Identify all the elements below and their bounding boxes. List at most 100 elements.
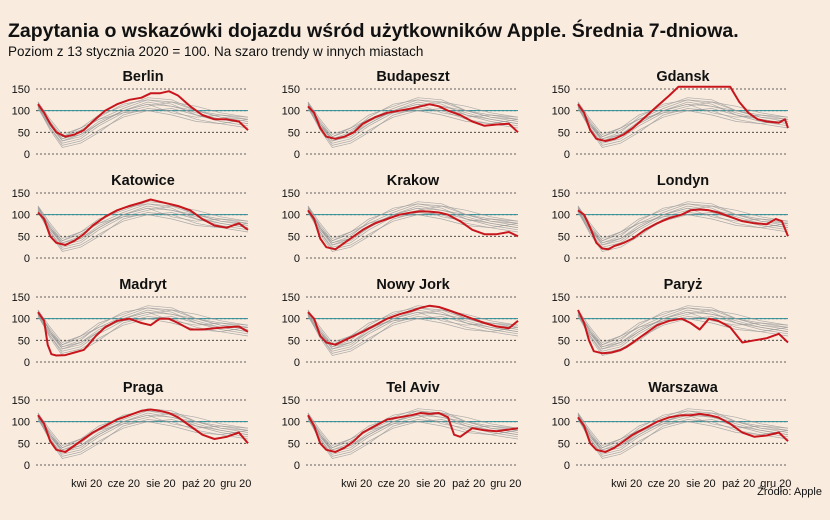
x-tick-label: gru 20 (220, 478, 251, 490)
y-tick-label: 50 (18, 335, 30, 347)
other-city-line (37, 410, 249, 449)
y-tick-label: 50 (288, 127, 300, 139)
other-city-line (577, 103, 789, 140)
y-tick-label: 100 (282, 417, 300, 429)
y-tick-label: 100 (12, 210, 30, 222)
other-city-line (307, 211, 519, 252)
other-city-line (307, 99, 519, 138)
other-city-line (37, 107, 249, 148)
other-city-line (37, 201, 249, 239)
city-line (307, 103, 519, 140)
y-tick-label: 150 (552, 395, 570, 407)
y-tick-label: 0 (24, 460, 30, 472)
x-tick-label: gru 20 (490, 478, 521, 490)
panel-londyn: Londyn 0 50 100 150 (552, 173, 789, 265)
panel-title: Katowice (111, 173, 175, 189)
other-city-line (577, 208, 789, 242)
panel-gdansk: Gdansk 0 50 100 150 (552, 69, 789, 161)
panel-title: Nowy Jork (376, 277, 450, 293)
y-tick-label: 0 (564, 460, 570, 472)
other-city-line (307, 312, 519, 346)
other-city-line (37, 418, 249, 459)
other-city-line (37, 414, 249, 451)
other-city-line (307, 201, 519, 239)
y-tick-label: 50 (558, 335, 570, 347)
y-tick-label: 100 (12, 417, 30, 429)
panel-krakow: Krakow 0 50 100 150 (282, 173, 519, 265)
panel-title: Londyn (657, 173, 709, 189)
panel-title: Paryż (664, 277, 703, 293)
y-tick-label: 150 (12, 188, 30, 200)
panel-title: Budapeszt (376, 69, 449, 85)
x-tick-label: sie 20 (686, 478, 715, 490)
city-line (577, 208, 789, 251)
panel-title: Praga (123, 380, 164, 396)
y-tick-label: 150 (552, 84, 570, 96)
y-tick-label: 50 (288, 335, 300, 347)
other-city-line (307, 408, 519, 446)
y-tick-label: 0 (24, 253, 30, 265)
other-city-line (307, 207, 519, 244)
other-city-line (577, 418, 789, 459)
panel-tel-aviv: Tel Aviv 0 50 100 150 kwi 20 cze 20 sie 20 paź 2… (282, 380, 522, 490)
y-tick-label: 50 (288, 438, 300, 450)
other-city-line (577, 207, 789, 244)
y-tick-label: 50 (288, 231, 300, 243)
other-city-line (37, 307, 249, 346)
y-tick-label: 50 (18, 438, 30, 450)
city-line (577, 412, 789, 453)
y-tick-label: 0 (294, 460, 300, 472)
other-city-line (577, 410, 789, 451)
panel-praga: Praga 0 50 100 150 kwi 20 cze 20 sie 20 paź 20 gr… (12, 380, 252, 490)
other-city-line (577, 107, 789, 148)
x-tick-label: gru 20 (760, 478, 791, 490)
x-tick-label: sie 20 (416, 478, 445, 490)
y-tick-label: 100 (282, 106, 300, 118)
panel-title: Warszawa (648, 380, 719, 396)
other-city-line (37, 408, 249, 446)
panel-budapeszt: Budapeszt 0 50 100 150 (282, 69, 519, 161)
chart-subtitle: Poziom z 13 stycznia 2020 = 100. Na szar… (8, 44, 424, 59)
other-city-line (577, 99, 789, 138)
city-line (37, 198, 249, 246)
other-city-line (307, 307, 519, 348)
x-tick-label: kwi 20 (71, 478, 102, 490)
other-city-line (307, 203, 519, 242)
y-tick-label: 100 (552, 417, 570, 429)
y-tick-label: 0 (294, 253, 300, 265)
city-line (37, 311, 249, 357)
x-tick-label: paź 20 (722, 478, 755, 490)
y-tick-label: 0 (564, 253, 570, 265)
y-tick-label: 100 (552, 210, 570, 222)
y-tick-label: 50 (18, 127, 30, 139)
y-tick-label: 50 (558, 231, 570, 243)
other-city-line (37, 305, 249, 343)
other-city-line (37, 207, 249, 244)
other-city-line (37, 410, 249, 451)
x-tick-label: cze 20 (108, 478, 140, 490)
y-tick-label: 0 (24, 149, 30, 161)
other-city-line (577, 104, 789, 138)
y-tick-label: 100 (12, 314, 30, 326)
other-city-line (307, 410, 519, 451)
other-city-line (577, 408, 789, 446)
x-tick-label: sie 20 (146, 478, 175, 490)
other-city-line (307, 99, 519, 140)
y-tick-label: 100 (282, 210, 300, 222)
other-city-line (307, 103, 519, 140)
other-city-line (37, 211, 249, 252)
panel-madryt: Madryt 0 50 100 150 (12, 277, 249, 369)
y-tick-label: 50 (18, 231, 30, 243)
other-city-line (577, 97, 789, 135)
chart-title: Zapytania o wskazówki dojazdu wśród użyt… (8, 20, 739, 42)
city-line (577, 309, 789, 355)
y-tick-label: 100 (282, 314, 300, 326)
panel-title: Tel Aviv (386, 380, 439, 396)
y-tick-label: 150 (552, 188, 570, 200)
panel-berlin: Berlin 0 50 100 150 (12, 69, 249, 161)
other-city-line (577, 307, 789, 346)
other-city-line (37, 415, 249, 449)
panel-nowy-jork: Nowy Jork 0 50 100 150 (282, 277, 519, 369)
other-city-line (37, 311, 249, 348)
